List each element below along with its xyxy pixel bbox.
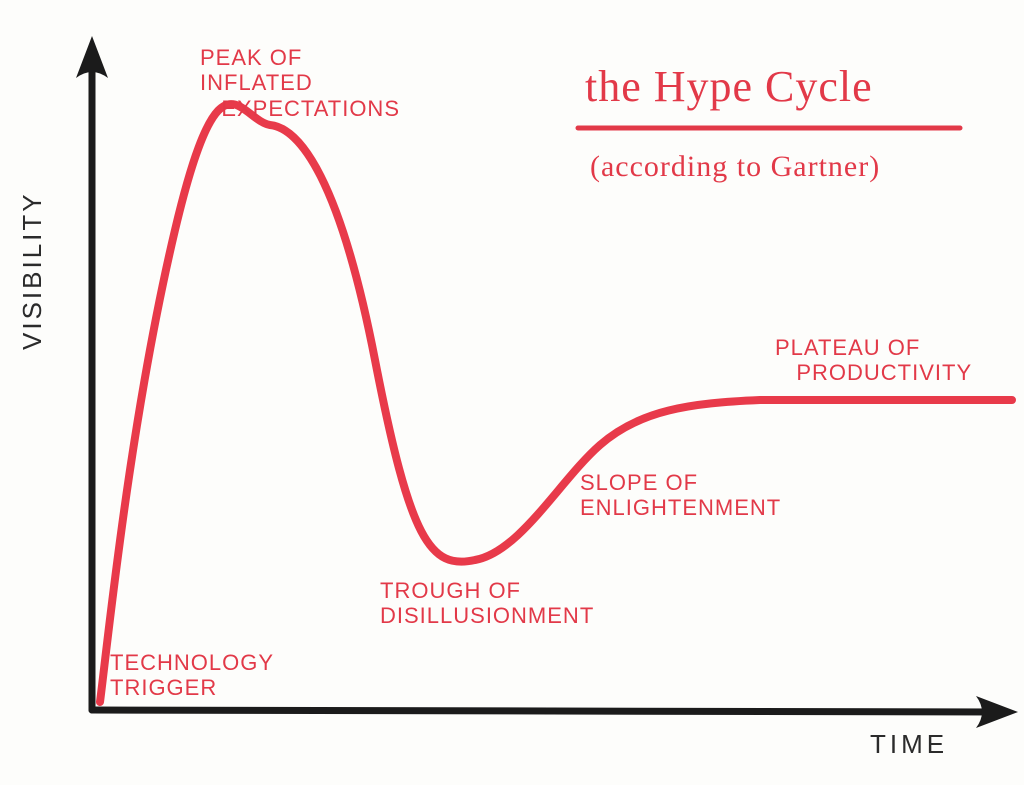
- y-axis-arrowhead: [76, 36, 108, 78]
- x-axis: [92, 710, 1000, 712]
- diagram-subtitle: (according to Gartner): [590, 150, 880, 185]
- phase-label-slope: SLOPE OF ENLIGHTENMENT: [580, 470, 781, 521]
- hype-cycle-diagram: VISIBILITY TIME the Hype Cycle (accordin…: [0, 0, 1024, 785]
- diagram-title: the Hype Cycle: [585, 62, 873, 113]
- y-axis-label: VISIBILITY: [18, 191, 48, 350]
- phase-label-peak: PEAK OF INFLATED EXPECTATIONS: [200, 45, 400, 121]
- phase-label-plateau: PLATEAU OF PRODUCTIVITY: [775, 335, 972, 386]
- phase-label-trough: TROUGH OF DISILLUSIONMENT: [380, 578, 594, 629]
- x-axis-label: TIME: [870, 730, 948, 760]
- phase-label-tech-trigger: TECHNOLOGY TRIGGER: [110, 650, 274, 701]
- x-axis-arrowhead: [976, 696, 1018, 728]
